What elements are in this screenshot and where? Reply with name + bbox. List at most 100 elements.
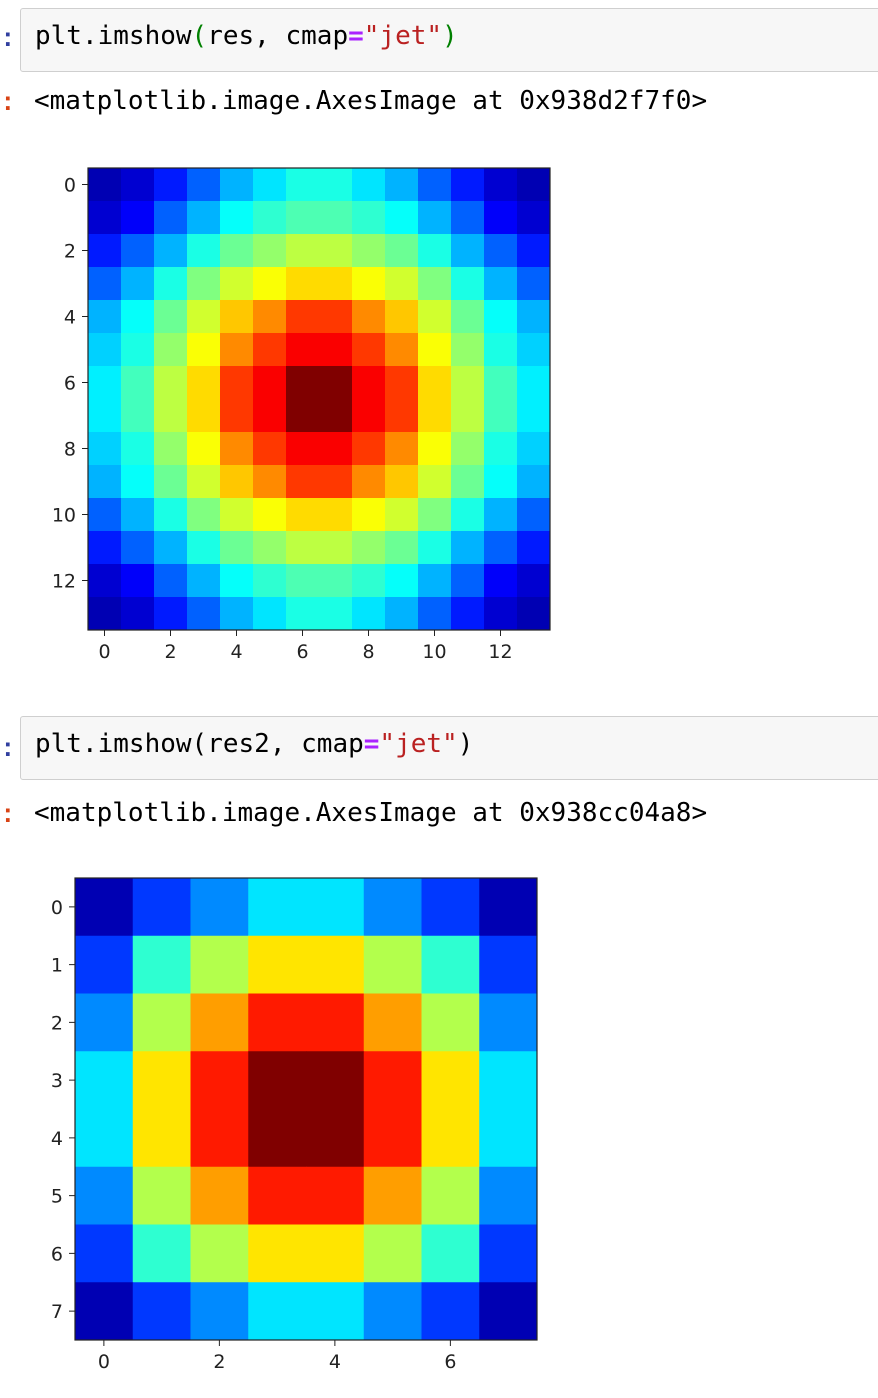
- code-input-cell-1[interactable]: plt.imshow(res, cmap="jet"): [20, 8, 878, 72]
- heatmap-cell: [253, 465, 287, 499]
- heatmap-cell: [187, 465, 221, 499]
- heatmap-cell: [253, 168, 287, 202]
- heatmap-cell: [484, 234, 518, 268]
- heatmap-cell: [306, 935, 365, 994]
- heatmap-cell: [484, 597, 518, 631]
- heatmap-cell: [88, 168, 122, 202]
- heatmap-cell: [451, 267, 485, 301]
- heatmap-cell: [253, 300, 287, 334]
- heatmap-cell: [248, 1166, 307, 1225]
- heatmap-cell: [451, 366, 485, 400]
- heatmap-cell: [418, 597, 452, 631]
- y-tick-label: 7: [51, 1301, 63, 1323]
- heatmap-cell: [352, 432, 386, 466]
- heatmap-cell: [88, 366, 122, 400]
- heatmap-cell: [190, 1166, 249, 1225]
- heatmap-cell: [88, 201, 122, 235]
- heatmap-cell: [451, 564, 485, 598]
- heatmap-cell: [517, 333, 551, 367]
- heatmap-cell: [385, 564, 419, 598]
- heatmap-cell: [418, 267, 452, 301]
- heatmap-cell: [319, 399, 353, 433]
- x-tick-label: 0: [98, 1351, 110, 1373]
- heatmap-cell: [479, 878, 538, 937]
- heatmap-cell: [517, 432, 551, 466]
- heatmap-cell: [385, 267, 419, 301]
- heatmap-cell: [517, 531, 551, 565]
- heatmap-cell: [421, 935, 480, 994]
- code-comma: ,: [269, 729, 302, 759]
- code-line-1[interactable]: plt.imshow(res, cmap="jet"): [35, 21, 458, 51]
- heatmap-cell: [517, 366, 551, 400]
- heatmap-cell: [121, 399, 155, 433]
- heatmap-cell: [187, 498, 221, 532]
- heatmap-cell: [154, 465, 188, 499]
- heatmap-cell: [319, 465, 353, 499]
- axes-frame: [87, 167, 551, 631]
- heatmap-cell: [418, 168, 452, 202]
- heatmap-cell: [319, 168, 353, 202]
- heatmap-cell: [220, 267, 254, 301]
- heatmap-cell: [154, 498, 188, 532]
- heatmap-cell: [132, 935, 191, 994]
- code-input-cell-2[interactable]: plt.imshow(res2, cmap="jet"): [20, 716, 878, 780]
- x-tick-label: 2: [213, 1351, 225, 1373]
- heatmap-cell: [418, 564, 452, 598]
- x-tick-label: 6: [296, 641, 308, 663]
- heatmap-cell: [132, 993, 191, 1052]
- heatmap-cell: [363, 1224, 422, 1283]
- heatmap-cell: [220, 498, 254, 532]
- heatmap-cell: [190, 1051, 249, 1110]
- heatmap-cell: [418, 465, 452, 499]
- heatmap-cell: [220, 564, 254, 598]
- heatmap-cell: [286, 432, 320, 466]
- heatmap-cell: [484, 432, 518, 466]
- code-close-paren: ): [457, 729, 474, 759]
- heatmap-cell: [286, 234, 320, 268]
- heatmap-cell: [75, 1109, 134, 1168]
- heatmap-cell: [451, 234, 485, 268]
- heatmap-cell: [220, 465, 254, 499]
- heatmap-cell: [484, 267, 518, 301]
- x-tick-label: 4: [230, 641, 242, 663]
- heatmap-cell: [319, 201, 353, 235]
- heatmap-cell: [319, 267, 353, 301]
- code-string: "jet": [363, 21, 443, 51]
- y-tick-label: 1: [51, 955, 63, 977]
- heatmap-cell: [306, 1224, 365, 1283]
- heatmap-cell: [220, 399, 254, 433]
- heatmap-cell: [484, 564, 518, 598]
- heatmap-cell: [306, 1166, 365, 1225]
- heatmap-cell: [385, 366, 419, 400]
- heatmap-cell: [154, 432, 188, 466]
- code-line-2[interactable]: plt.imshow(res2, cmap="jet"): [35, 729, 473, 759]
- heatmap-cell: [248, 935, 307, 994]
- heatmap-cell: [363, 1051, 422, 1110]
- heatmap-cell: [418, 366, 452, 400]
- heatmap-cell: [187, 300, 221, 334]
- heatmap-cell: [187, 564, 221, 598]
- heatmap-cell: [319, 300, 353, 334]
- heatmap-cell: [187, 234, 221, 268]
- heatmap-cell: [484, 399, 518, 433]
- heatmap-cell: [451, 531, 485, 565]
- heatmap-cell: [154, 201, 188, 235]
- heatmap-cell: [75, 935, 134, 994]
- heatmap-cell: [385, 201, 419, 235]
- heatmap-cell: [286, 465, 320, 499]
- y-tick-label: 4: [64, 307, 76, 329]
- heatmap-cell: [352, 300, 386, 334]
- heatmap-cell: [88, 465, 122, 499]
- heatmap-cell: [121, 267, 155, 301]
- heatmap-cell: [479, 1166, 538, 1225]
- heatmap-cell: [187, 333, 221, 367]
- heatmap-cell: [451, 399, 485, 433]
- heatmap-cell: [220, 300, 254, 334]
- heatmap-cell: [418, 432, 452, 466]
- heatmap-cell: [319, 597, 353, 631]
- heatmap-cell: [253, 597, 287, 631]
- heatmap-cell: [385, 234, 419, 268]
- heatmap-cell: [363, 1109, 422, 1168]
- heatmap-cell: [190, 993, 249, 1052]
- input-prompt-2: :: [0, 734, 16, 764]
